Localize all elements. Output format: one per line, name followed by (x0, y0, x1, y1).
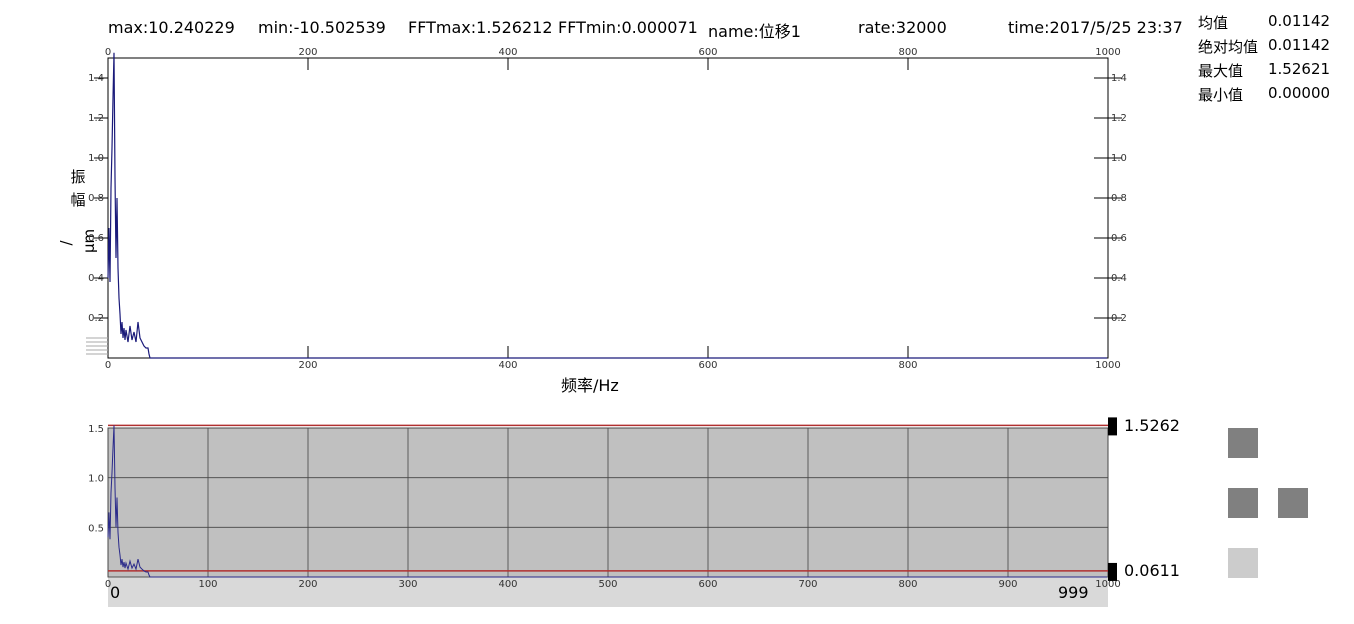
x-tick-label-top: 1000 (1095, 47, 1120, 58)
y-axis-label-char1: 振 (70, 168, 86, 186)
zoom-down-button[interactable] (1228, 548, 1258, 578)
y-tick-label-left: 1.0 (88, 153, 104, 164)
zoom-right-button[interactable] (1278, 488, 1308, 518)
header-min: min:-10.502539 (258, 18, 386, 37)
stat-label: 最小值 (1198, 86, 1244, 104)
overview-y-tick-label: 1.0 (88, 474, 104, 485)
header-rate: rate:32000 (858, 18, 947, 37)
header-time: time:2017/5/25 23:37 (1008, 18, 1183, 37)
plot-frame (107, 57, 1109, 359)
y-tick-label-right: 0.8 (1111, 193, 1127, 204)
spectrum-line (107, 52, 1107, 359)
stat-label: 最大值 (1198, 62, 1244, 80)
y-tick-label-left: 1.4 (88, 73, 104, 84)
overview-x-tick-label: 1000 (1095, 579, 1120, 590)
overview-x-tick-label: 0 (105, 579, 111, 590)
overview-x-tick-label: 200 (298, 579, 317, 590)
x-tick-label-bottom: 200 (298, 360, 317, 371)
overview-x-tick-label: 600 (698, 579, 717, 590)
overview-x-tick-label: 500 (598, 579, 617, 590)
overview-y-tick-label: 1.5 (88, 424, 104, 435)
range-end-label: 999 (1058, 583, 1089, 602)
overview-x-tick-label: 900 (998, 579, 1017, 590)
overview-x-tick-label: 800 (898, 579, 917, 590)
zoom-left-button[interactable] (1228, 488, 1258, 518)
header-name: name:位移1 (708, 22, 801, 41)
overview-y-tick-label: 0.5 (88, 523, 104, 534)
lower-threshold-handle[interactable] (1108, 562, 1117, 581)
y-tick-label-right: 0.4 (1111, 273, 1127, 284)
overview-x-tick-label: 300 (398, 579, 417, 590)
y-axis-label: 振 幅 /μm (57, 166, 98, 266)
upper-threshold-value: 1.5262 (1124, 416, 1180, 435)
range-start-label: 0 (110, 583, 121, 602)
stat-label: 均值 (1198, 14, 1229, 32)
header-fftmin: FFTmin:0.000071 (558, 18, 698, 37)
y-tick-label-left: 0.4 (88, 273, 104, 284)
stat-value: 0.01142 (1268, 12, 1331, 30)
lower-threshold-value: 0.0611 (1124, 561, 1180, 580)
y-tick-label-right: 1.4 (1111, 73, 1127, 84)
y-tick-label-right: 1.2 (1111, 113, 1127, 124)
x-axis-label: 频率/Hz (561, 376, 619, 395)
stat-value: 1.52621 (1268, 60, 1331, 78)
y-tick-label-right: 0.2 (1111, 313, 1127, 324)
header-fftmax: FFTmax:1.526212 (408, 18, 553, 37)
x-tick-label-bottom: 400 (498, 360, 517, 371)
x-tick-label-bottom: 600 (698, 360, 717, 371)
upper-threshold-handle[interactable] (1108, 417, 1117, 436)
y-tick-label-right: 1.0 (1111, 153, 1127, 164)
zoom-up-button[interactable] (1228, 428, 1258, 458)
x-tick-label-bottom: 1000 (1095, 360, 1120, 371)
x-tick-label-bottom: 0 (105, 360, 111, 371)
overview-line (107, 425, 1107, 578)
x-tick-label-bottom: 800 (898, 360, 917, 371)
overview-x-tick-label: 100 (198, 579, 217, 590)
y-tick-label-left: 1.2 (88, 113, 104, 124)
x-tick-label-top: 400 (498, 47, 517, 58)
stat-value: 0.01142 (1268, 36, 1331, 54)
overview-x-tick-label: 700 (798, 579, 817, 590)
y-tick-label-left: 0.8 (88, 193, 104, 204)
x-tick-label-top: 600 (698, 47, 717, 58)
stat-value: 0.00000 (1268, 84, 1331, 102)
y-axis-label-char2: 幅 (70, 191, 86, 209)
overview-x-tick-label: 400 (498, 579, 517, 590)
range-scrollbar (108, 577, 1108, 607)
y-tick-label-right: 0.6 (1111, 233, 1127, 244)
y-tick-label-left: 0.2 (88, 313, 104, 324)
stat-label: 绝对均值 (1198, 38, 1259, 56)
x-tick-label-top: 800 (898, 47, 917, 58)
x-tick-label-top: 0 (105, 47, 111, 58)
y-tick-label-left: 0.6 (88, 233, 104, 244)
x-tick-label-top: 200 (298, 47, 317, 58)
header-max: max:10.240229 (108, 18, 235, 37)
